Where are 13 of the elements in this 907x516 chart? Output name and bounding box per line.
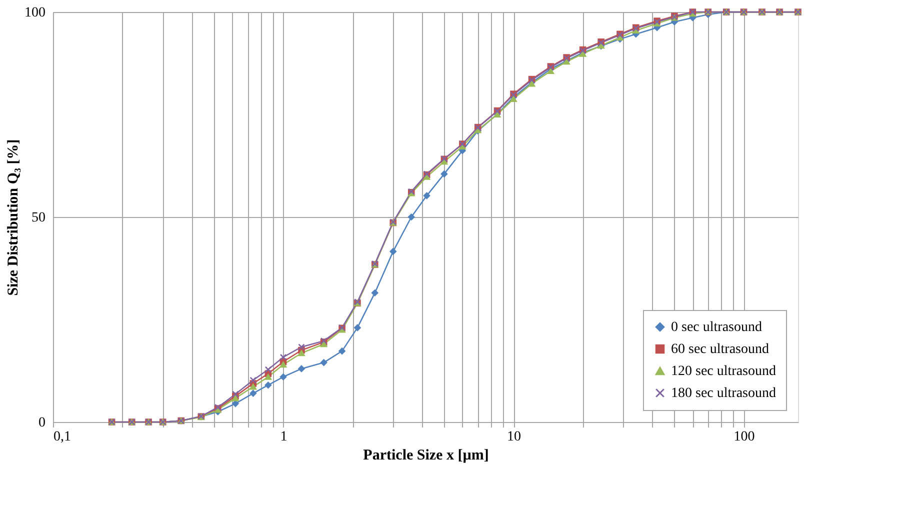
legend-label: 120 sec ultrasound (671, 364, 776, 379)
y-tick-label: 50 (32, 210, 46, 226)
legend-label: 0 sec ultrasound (671, 320, 762, 335)
y-tick-label: 0 (38, 416, 46, 430)
x-tick-label: 10 (507, 430, 522, 444)
y-axis-title: Size Distribution Q₃ [%] (6, 139, 22, 296)
y-tick-label: 100 (24, 6, 46, 20)
x-tick-label: 0,1 (54, 430, 71, 444)
legend-label: 60 sec ultrasound (671, 342, 769, 357)
x-tick-label: 1 (280, 430, 288, 444)
x-axis-title: Particle Size x [µm] (363, 448, 489, 464)
legend-label: 180 sec ultrasound (671, 386, 776, 401)
x-tick-label: 100 (734, 430, 755, 444)
